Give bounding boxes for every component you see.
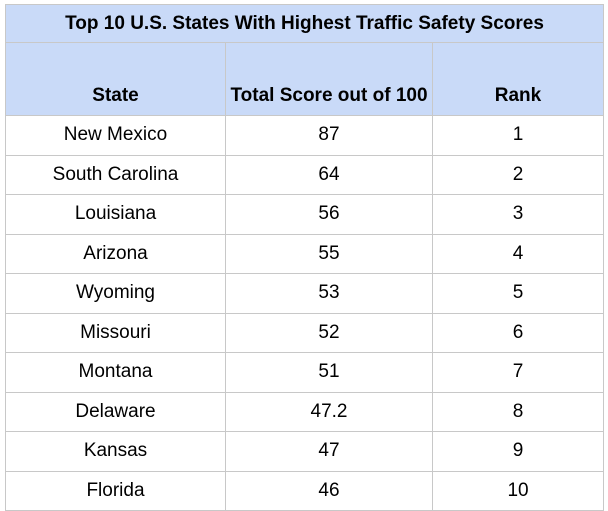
state-cell: Florida (5, 470, 226, 511)
table-row: Louisiana 56 3 (5, 194, 605, 235)
score-cell: 47.2 (225, 391, 433, 432)
state-cell: Arizona (5, 233, 226, 274)
state-cell: Delaware (5, 391, 226, 432)
rank-cell: 2 (431, 154, 605, 195)
rank-cell: 10 (431, 470, 605, 511)
table-row: Missouri 52 6 (5, 312, 605, 353)
rank-cell: 6 (431, 312, 605, 353)
title-row: Top 10 U.S. States With Highest Traffic … (4, 4, 605, 43)
data-table: Top 10 U.S. States With Highest Traffic … (4, 4, 605, 511)
table-row: Wyoming 53 5 (5, 273, 605, 314)
table-container: Top 10 U.S. States With Highest Traffic … (4, 4, 605, 511)
score-cell: 53 (225, 273, 433, 314)
table-row: Montana 51 7 (5, 352, 605, 393)
state-cell: Montana (5, 352, 226, 393)
rank-cell: 3 (431, 194, 605, 235)
table-row: Kansas 47 9 (5, 431, 605, 472)
rank-cell: 7 (431, 352, 605, 393)
state-cell: New Mexico (5, 115, 226, 156)
score-cell: 47 (225, 431, 433, 472)
table-body: New Mexico 87 1 South Carolina 64 2 Louisiana 5… (5, 115, 605, 511)
score-cell: 51 (225, 352, 433, 393)
state-cell: Wyoming (5, 273, 226, 314)
table-row: Florida 46 10 (5, 470, 605, 511)
score-cell: 64 (225, 154, 433, 195)
column-header-rank: Rank (431, 42, 605, 116)
table-title: Top 10 U.S. States With Highest Traffic … (4, 4, 605, 43)
rank-cell: 1 (431, 115, 605, 156)
table-row: New Mexico 87 1 (5, 115, 605, 156)
state-cell: Missouri (5, 312, 226, 353)
column-header-state: State (5, 42, 226, 116)
header-row: State Total Score out of 100 Rank (5, 42, 605, 116)
rank-cell: 9 (431, 431, 605, 472)
score-cell: 56 (225, 194, 433, 235)
state-cell: Louisiana (5, 194, 226, 235)
score-cell: 52 (225, 312, 433, 353)
column-header-score: Total Score out of 100 (225, 42, 433, 116)
table-row: Arizona 55 4 (5, 233, 605, 274)
state-cell: Kansas (5, 431, 226, 472)
rank-cell: 5 (431, 273, 605, 314)
score-cell: 87 (225, 115, 433, 156)
rank-cell: 4 (431, 233, 605, 274)
score-cell: 46 (225, 470, 433, 511)
state-cell: South Carolina (5, 154, 226, 195)
table-row: Delaware 47.2 8 (5, 391, 605, 432)
rank-cell: 8 (431, 391, 605, 432)
table-row: South Carolina 64 2 (5, 154, 605, 195)
score-cell: 55 (225, 233, 433, 274)
